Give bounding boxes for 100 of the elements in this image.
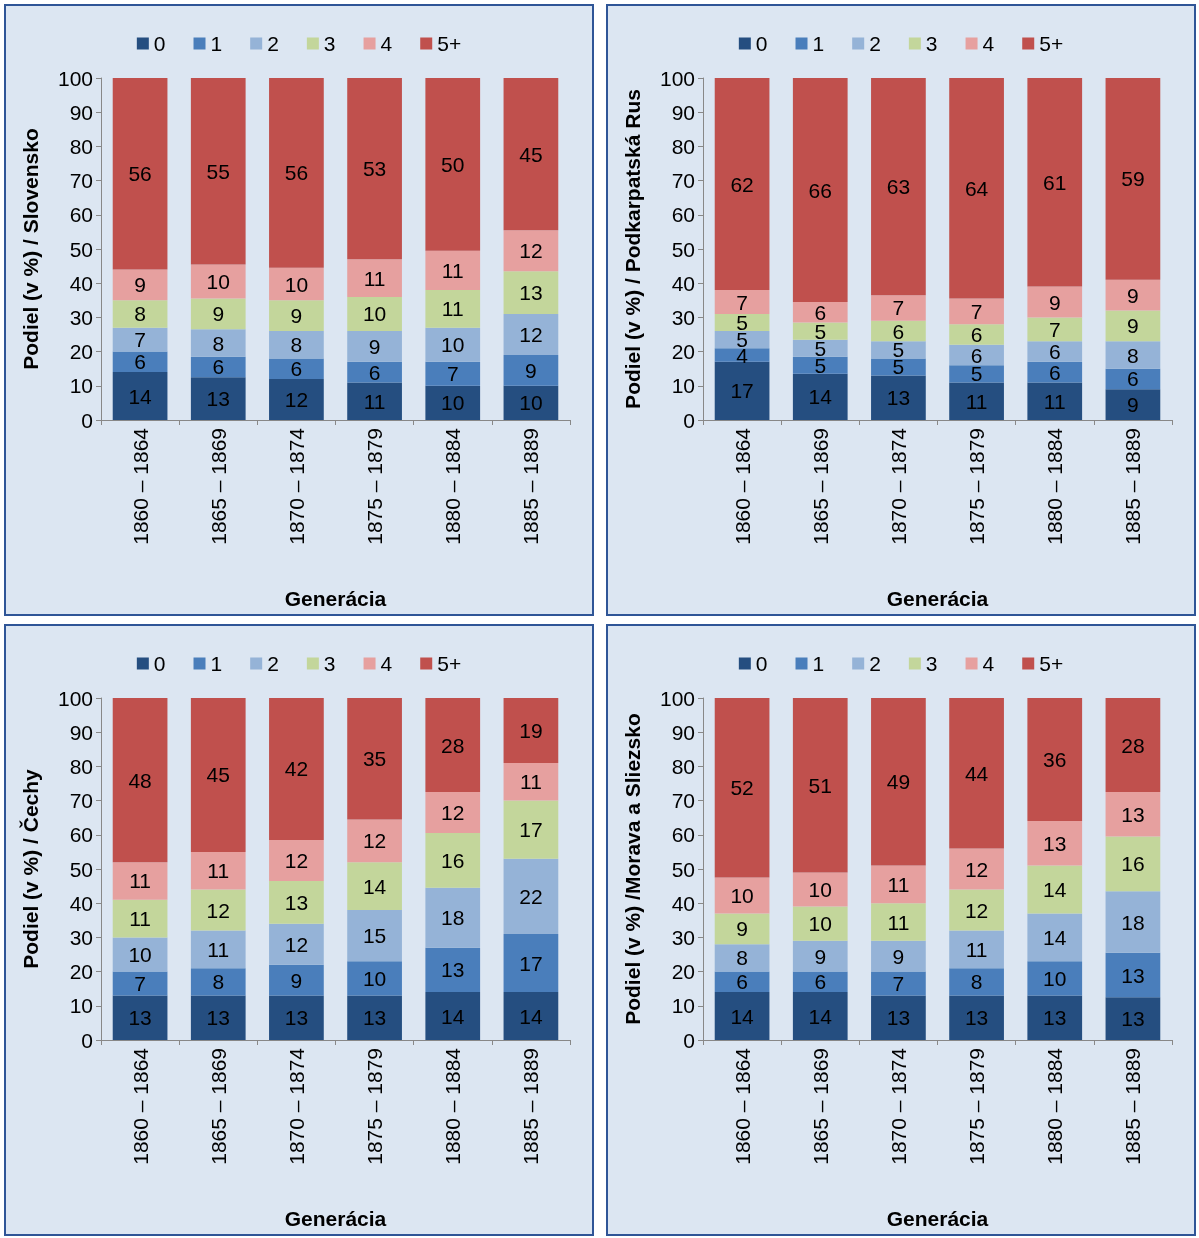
y-tick-label: 90 [69,720,93,744]
bar [792,78,848,303]
data-label: 14 [362,874,387,898]
bar [871,995,926,1040]
data-label: 62 [730,172,754,196]
y-tick-label: 30 [671,925,695,949]
bar [949,344,1004,366]
data-label: 51 [808,773,832,797]
data-label: 55 [206,159,230,183]
bar [269,300,324,332]
legend-label: 2 [267,32,279,55]
data-label: 11 [363,389,386,413]
bar [1027,821,1083,866]
bar [949,889,1004,931]
bar [1027,995,1083,1040]
y-tick-label: 90 [671,100,695,124]
data-label: 9 [134,273,146,297]
data-label: 14 [441,1004,465,1028]
data-label: 11 [520,770,542,794]
y-axis-title: Podiel (v %) /Morava a Sliezsko [621,713,644,1025]
x-tick-label: 1865 – 1869 [808,1048,832,1165]
data-label: 9 [1127,283,1139,307]
legend-label: 1 [812,32,825,55]
data-label: 13 [519,281,543,305]
bar [347,698,402,820]
bar [503,385,559,420]
data-label: 63 [886,175,911,199]
data-label: 12 [284,387,309,411]
legend-label: 0 [153,652,166,675]
bar [1105,698,1161,793]
y-tick-label: 50 [671,237,695,261]
bar [425,361,481,386]
bar [347,995,402,1040]
data-label: 48 [128,768,152,792]
y-tick-label: 100 [659,686,695,710]
bar [112,78,168,270]
data-label: 11 [207,859,230,883]
data-label: 14 [808,385,833,409]
data-label: 11 [441,258,464,282]
bar [190,264,246,299]
data-label: 13 [362,1006,387,1030]
legend-label: 4 [982,32,995,55]
bar [112,372,168,420]
y-tick-label: 20 [69,960,93,984]
bar [1027,341,1083,362]
data-label: 13 [284,1006,309,1030]
data-label: 11 [129,869,151,893]
data-label: 9 [892,944,905,968]
data-label: 18 [1121,910,1145,934]
y-tick-label: 100 [57,686,93,710]
data-label: 11 [129,907,151,931]
data-label: 6 [736,970,748,994]
data-label: 10 [441,391,465,415]
data-label: 9 [290,968,303,992]
bar [112,698,168,863]
bar [112,300,168,328]
bar [347,259,402,297]
y-tick-label: 30 [69,925,93,949]
data-label: 15 [362,924,387,948]
x-tick-label: 1885 – 1889 [519,1048,543,1165]
bar [714,290,770,314]
data-label: 10 [206,269,230,293]
y-tick-label: 0 [81,408,93,432]
bar [1105,792,1161,837]
data-label: 53 [362,157,387,181]
data-label: 12 [519,323,543,346]
data-label: 13 [1121,963,1145,987]
data-label: 7 [446,362,459,386]
bar [1027,382,1083,420]
y-tick-label: 60 [69,203,93,227]
data-label: 28 [1121,733,1145,757]
bar [269,331,324,359]
legend-label: 1 [210,32,223,55]
data-label: 11 [363,266,386,290]
bar [425,290,481,328]
data-label: 14 [1043,878,1067,902]
bar [503,355,559,386]
bar [347,961,402,996]
x-tick-label: 1875 – 1879 [965,1048,989,1165]
bar [425,947,481,993]
bar [503,313,559,356]
data-label: 42 [284,757,309,781]
x-tick-label: 1870 – 1874 [284,1047,308,1165]
bar [269,698,324,840]
data-label: 10 [808,878,832,902]
bar [503,933,559,993]
data-label: 13 [284,890,309,914]
bar [503,858,559,934]
legend-label: 0 [153,32,166,55]
data-label: 12 [362,829,387,853]
bar [503,78,559,231]
y-tick-label: 50 [69,857,93,881]
data-label: 10 [128,943,152,966]
bar [792,940,848,972]
bar [949,930,1004,969]
bar [949,382,1004,420]
x-tick-label: 1875 – 1879 [363,428,387,545]
data-label: 52 [730,776,754,800]
bar [1105,279,1161,311]
data-label: 7 [736,290,748,314]
